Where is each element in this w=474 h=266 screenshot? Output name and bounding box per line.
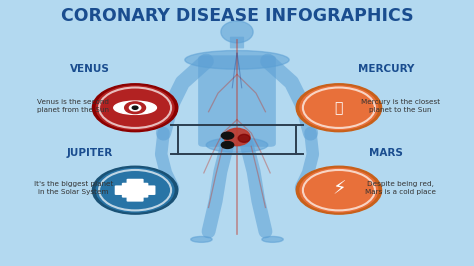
- Text: MARS: MARS: [369, 148, 403, 158]
- Ellipse shape: [185, 51, 289, 69]
- FancyBboxPatch shape: [115, 185, 155, 195]
- Circle shape: [132, 106, 138, 109]
- Ellipse shape: [221, 21, 253, 43]
- Text: 🙌: 🙌: [335, 101, 343, 115]
- Circle shape: [221, 132, 234, 139]
- Ellipse shape: [238, 134, 250, 142]
- FancyBboxPatch shape: [230, 37, 244, 48]
- Ellipse shape: [224, 128, 250, 146]
- Circle shape: [296, 84, 382, 132]
- Text: It's the biggest planet
in the Solar System: It's the biggest planet in the Solar Sys…: [34, 181, 113, 194]
- Text: Despite being red,
Mars is a cold place: Despite being red, Mars is a cold place: [365, 181, 436, 194]
- Text: MERCURY: MERCURY: [358, 64, 414, 74]
- Circle shape: [300, 168, 378, 212]
- Ellipse shape: [114, 101, 156, 114]
- FancyBboxPatch shape: [122, 183, 148, 198]
- Text: JUPITER: JUPITER: [67, 148, 113, 158]
- Ellipse shape: [191, 236, 212, 242]
- Text: CORONARY DISEASE INFOGRAPHICS: CORONARY DISEASE INFOGRAPHICS: [61, 7, 413, 25]
- Circle shape: [92, 166, 178, 214]
- Ellipse shape: [262, 236, 283, 242]
- Circle shape: [125, 102, 146, 114]
- Circle shape: [129, 105, 141, 111]
- FancyBboxPatch shape: [198, 55, 276, 147]
- Circle shape: [300, 86, 378, 130]
- Text: VENUS: VENUS: [70, 64, 110, 74]
- Circle shape: [96, 168, 174, 212]
- Circle shape: [296, 166, 382, 214]
- Circle shape: [92, 84, 178, 132]
- Circle shape: [96, 86, 174, 130]
- Text: Mercury is the closest
planet to the Sun: Mercury is the closest planet to the Sun: [361, 99, 440, 113]
- Circle shape: [221, 142, 234, 148]
- Text: Venus is the second
planet from the Sun: Venus is the second planet from the Sun: [37, 99, 109, 113]
- Text: ⚡: ⚡: [332, 179, 346, 198]
- FancyBboxPatch shape: [127, 179, 144, 202]
- Ellipse shape: [206, 138, 268, 152]
